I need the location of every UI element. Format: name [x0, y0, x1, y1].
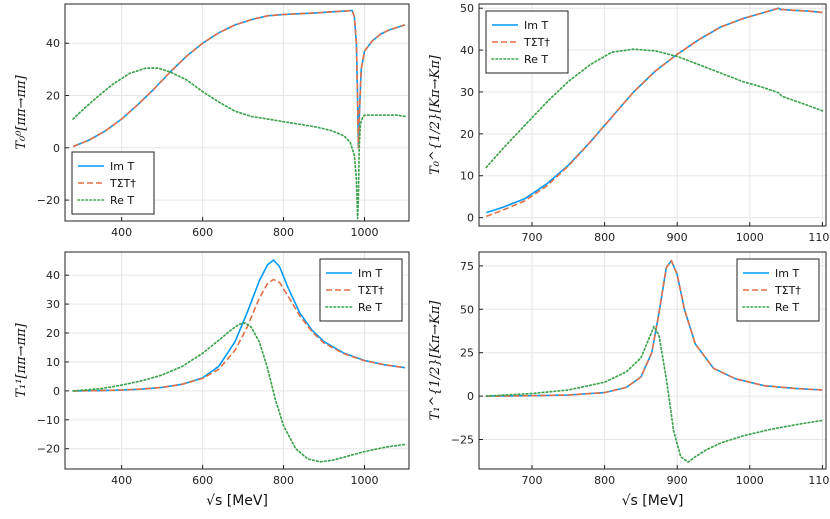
x-tick-label: 1000: [350, 226, 378, 239]
panel-3: 400 600 800 1000 −20 −10 0 10 20 30 40 T₁¹[ππ→ππ] √s…: [14, 251, 410, 509]
legend-label: Im T: [524, 19, 548, 32]
y-tick-label: 50: [460, 303, 474, 316]
plot-frame: [478, 3, 827, 227]
legend-label: TΣT†: [357, 284, 384, 297]
y-tick-label: 0: [467, 212, 474, 225]
y-tick-label: 10: [46, 356, 60, 369]
legend: Im T TΣT† Re T: [485, 10, 569, 74]
y-tick-label: −10: [37, 414, 60, 427]
plot-frame: [64, 3, 410, 222]
x-tick-label: 800: [594, 474, 615, 487]
x-axis-label: √s [MeV]: [622, 493, 684, 509]
y-tick-label: 50: [460, 2, 474, 15]
x-tick-label: 1000: [350, 474, 378, 487]
plot-frame: [478, 251, 827, 470]
legend-label: Im T: [775, 267, 799, 280]
series-line-re: [72, 67, 406, 220]
y-tick-label: 40: [46, 37, 60, 50]
legend-label: Im T: [358, 267, 382, 280]
x-tick-label: 600: [192, 226, 213, 239]
legend: Im T TΣT† Re T: [71, 151, 155, 215]
legend-label: Re T: [775, 301, 799, 314]
y-tick-label: 10: [460, 170, 474, 183]
x-tick-label: 900: [667, 231, 688, 244]
legend-box: [736, 258, 820, 322]
legend-label: Re T: [524, 53, 548, 66]
legend-label: Re T: [358, 301, 382, 314]
x-tick-label: 400: [111, 226, 132, 239]
y-axis-label: T₁^{1/2}[Kπ→Kπ]: [428, 300, 443, 421]
x-tick-label: 800: [273, 474, 294, 487]
y-tick-label: 30: [46, 298, 60, 311]
x-tick-label: 400: [111, 474, 132, 487]
legend-box: [319, 258, 403, 322]
legend-label: Re T: [110, 194, 134, 207]
legend: Im T TΣT† Re T: [736, 258, 820, 322]
series-line-tst: [486, 259, 823, 397]
x-tick-label: 700: [521, 231, 542, 244]
y-axis-label: T₁¹[ππ→ππ]: [14, 322, 29, 397]
y-tick-label: 40: [46, 269, 60, 282]
x-axis-label: √s [MeV]: [206, 493, 268, 509]
x-tick-label: 800: [273, 226, 294, 239]
legend-box: [485, 10, 569, 74]
legend-label: TΣT†: [523, 36, 550, 49]
x-tick-label: 1000: [736, 474, 764, 487]
y-tick-label: 0: [53, 142, 60, 155]
x-tick-label: 800: [594, 231, 615, 244]
legend-label: TΣT†: [109, 177, 136, 190]
y-tick-label: −20: [37, 443, 60, 456]
legend-box: [71, 151, 155, 215]
y-tick-label: 0: [53, 385, 60, 398]
y-tick-label: 0: [467, 390, 474, 403]
y-tick-label: 40: [460, 44, 474, 57]
legend: Im T TΣT† Re T: [319, 258, 403, 322]
series-line-re: [72, 322, 406, 463]
y-axis-label: T₀^{1/2}[Kπ→Kπ]: [428, 54, 443, 175]
y-tick-label: 75: [460, 260, 474, 273]
plot-frame: [64, 251, 410, 470]
series-line-tst: [73, 278, 406, 392]
y-tick-label: −25: [451, 433, 474, 446]
panel-1: 400 600 800 1000 −20 0 20 40 T₀⁰[ππ→ππ] Im T TΣT† R…: [14, 3, 410, 239]
series-line-im: [73, 259, 406, 392]
y-tick-label: 20: [460, 128, 474, 141]
x-tick-label: 1000: [736, 231, 764, 244]
series-line-re: [485, 325, 824, 463]
y-axis-label: T₀⁰[ππ→ππ]: [14, 74, 29, 149]
legend-label: TΣT†: [774, 284, 801, 297]
series-line-re: [485, 48, 824, 169]
series-line-tst: [486, 7, 823, 218]
y-tick-label: 30: [460, 86, 474, 99]
y-tick-label: 25: [460, 347, 474, 360]
x-tick-label: 700: [521, 474, 542, 487]
legend-label: Im T: [110, 160, 134, 173]
y-tick-label: 20: [46, 90, 60, 103]
x-tick-label: 900: [667, 474, 688, 487]
y-tick-label: −20: [37, 194, 60, 207]
series-line-tst: [72, 9, 406, 149]
x-tick-label: 600: [192, 474, 213, 487]
y-tick-label: 20: [46, 327, 60, 340]
